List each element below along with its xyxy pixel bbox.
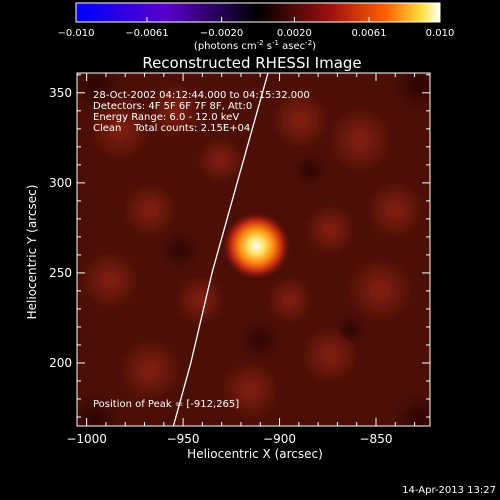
x-tick-label: −900	[263, 432, 296, 446]
annotation-time-range: 28-Oct-2002 04:12:44.000 to 04:15:32.000	[93, 90, 310, 101]
y-axis-ticks: 200 250 300 350	[49, 74, 430, 418]
colorbar-ticks: −0.010 −0.0061 −0.0020 0.0020 0.0061 0.010	[57, 17, 454, 39]
solar-limb-line	[172, 73, 269, 426]
emission-peak	[222, 211, 291, 280]
peak-position-label: Position of Peak = [-912,265]	[93, 399, 239, 410]
colorbar-unit-label: (photons cm-2 s-1 asec-2)	[194, 39, 316, 52]
x-tick-label: −1000	[66, 432, 107, 446]
colorbar-tick-label: 0.0020	[277, 28, 312, 39]
y-tick-label: 250	[49, 266, 72, 280]
annotation-energy-range: Energy Range: 6.0 - 12.0 keV	[93, 112, 239, 123]
colorbar-tick-label: 0.0061	[352, 28, 387, 39]
x-axis-ticks: −1000 −950 −900 −850	[66, 73, 416, 446]
x-tick-label: −950	[167, 432, 200, 446]
colorbar-tick-label: −0.010	[57, 28, 94, 39]
y-tick-label: 350	[49, 86, 72, 100]
timestamp: 14-Apr-2013 13:27	[402, 485, 496, 496]
colorbar-tick-label: 0.010	[426, 28, 455, 39]
annotation-clean-counts: Clean Total counts: 2.15E+04	[93, 123, 250, 134]
y-axis-label: Heliocentric Y (arcsec)	[25, 185, 39, 320]
y-tick-label: 200	[49, 356, 72, 370]
colorbar	[75, 2, 441, 23]
y-tick-label: 300	[49, 176, 72, 190]
x-axis-label: Heliocentric X (arcsec)	[187, 447, 323, 461]
heatmap-image	[77, 73, 430, 426]
colorbar-tick-label: −0.0061	[125, 28, 168, 39]
annotation-detectors: Detectors: 4F 5F 6F 7F 8F, Att:0	[93, 101, 252, 112]
chart-title: Reconstructed RHESSI Image	[142, 54, 361, 72]
x-tick-label: −850	[360, 432, 393, 446]
colorbar-tick-label: −0.0020	[200, 28, 243, 39]
plot-frame	[76, 72, 431, 427]
